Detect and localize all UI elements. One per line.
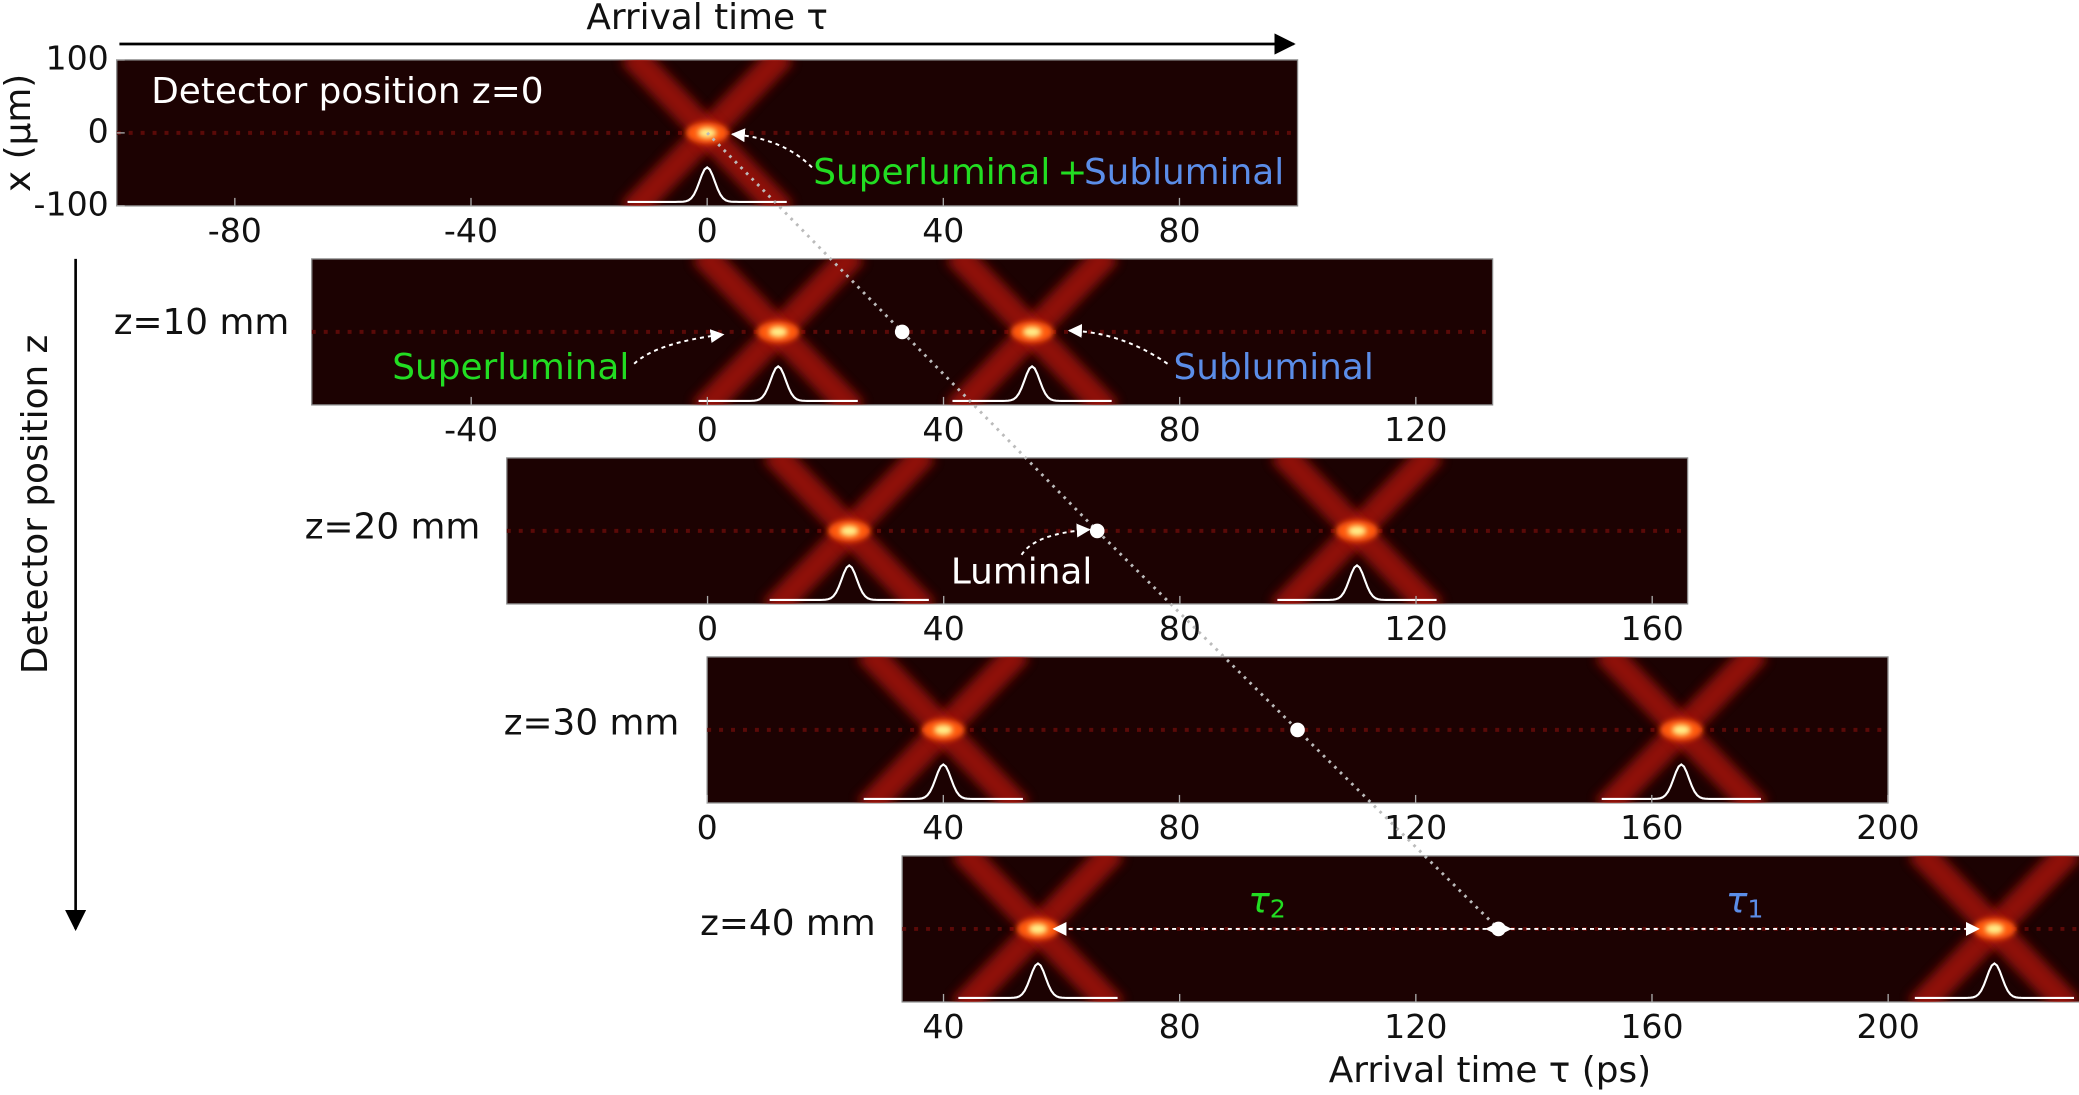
y-tick-label: -100: [34, 184, 109, 223]
x-tick-label: -40: [444, 410, 498, 449]
x-tick-label: 40: [922, 410, 964, 449]
pulse: [1270, 457, 1444, 604]
profile: [952, 365, 1112, 402]
profile: [769, 564, 929, 601]
profile: [627, 166, 787, 203]
x-tick-label: 0: [697, 609, 718, 648]
profile: [1914, 962, 2075, 999]
annotation-text: Subluminal: [1174, 347, 1374, 388]
pulse-peak: [1022, 326, 1042, 338]
panel-content: [902, 855, 2079, 1002]
annotation: Superluminal: [392, 347, 629, 388]
annotation-sub: 1: [1747, 894, 1763, 923]
panel-label: Detector position z=0: [151, 71, 543, 112]
annotation-text: τ: [1248, 880, 1270, 921]
annotation: Luminal: [951, 551, 1092, 592]
x-tick-label: 160: [1620, 1007, 1683, 1046]
profile: [958, 962, 1118, 999]
luminal-dot: [1491, 921, 1506, 937]
panel-content: [506, 457, 1688, 604]
pulse: [945, 258, 1119, 405]
annotation-text: Superluminal: [813, 152, 1050, 193]
x-tick-label: 40: [922, 808, 964, 847]
pulse: [762, 457, 936, 604]
panel-label: z=10 mm: [114, 302, 290, 343]
x-tick-label: 160: [1620, 808, 1683, 847]
annotation-text: Luminal: [951, 551, 1092, 592]
y-tick-label: 100: [45, 38, 108, 77]
annotation: τ1: [1726, 880, 1764, 923]
x-tick-label: 200: [1856, 808, 1919, 847]
x-tick-label: 160: [1621, 609, 1684, 648]
x-tick-label: 120: [1384, 609, 1447, 648]
panel-content: [311, 258, 1493, 405]
profile: [1601, 763, 1761, 800]
x-tick-label: 0: [697, 410, 718, 449]
luminal-dot: [1089, 523, 1105, 539]
profile: [1277, 564, 1437, 601]
panel-bg: [311, 258, 1494, 406]
x-tick-label: 80: [1158, 211, 1200, 250]
x-tick-label: 80: [1159, 1007, 1201, 1046]
pulse-peak: [1672, 724, 1691, 736]
pointer-arrow: [1020, 523, 1091, 556]
luminal-dot: [894, 324, 910, 340]
pointer-arrow: [730, 128, 813, 169]
y-axis-title: x (μm): [0, 74, 39, 192]
x-tick-label: 0: [697, 211, 718, 250]
x-tick-label: 80: [1159, 410, 1201, 449]
annotation-text: τ: [1726, 880, 1748, 921]
x-tick-label: 40: [922, 1007, 964, 1046]
x-tick-label: -40: [444, 211, 498, 250]
panel-label: z=30 mm: [504, 703, 680, 744]
pulse: [951, 855, 1125, 1002]
annotation: τ2: [1248, 880, 1286, 923]
annotation: Subluminal: [1174, 347, 1374, 388]
y-tick-label: 0: [88, 111, 109, 150]
pulse: [1594, 656, 1768, 803]
profile: [698, 365, 858, 402]
panel-label: z=20 mm: [305, 506, 481, 547]
pulse-peak: [934, 724, 953, 736]
pointer-arrow: [1067, 323, 1169, 365]
profile: [863, 763, 1023, 800]
panel-label: z=40 mm: [700, 903, 876, 944]
x-tick-label: -80: [208, 211, 262, 250]
pointer-arrow: [633, 329, 725, 365]
pulse-peak: [1028, 923, 1048, 935]
pulse-peak: [839, 525, 859, 537]
pulse-peak: [1347, 525, 1367, 537]
x-tick-label: 120: [1384, 1007, 1447, 1046]
x-axis-title: Arrival time τ: [586, 0, 828, 38]
pulse: [691, 258, 865, 405]
annotation: Subluminal: [1084, 152, 1284, 193]
x-tick-label: 120: [1384, 410, 1447, 449]
side-label: Detector position z: [15, 335, 56, 674]
annotation-sub: 2: [1270, 894, 1286, 923]
x-tick-label: 120: [1384, 808, 1447, 847]
pulse-peak: [768, 326, 788, 338]
annotation: +: [1057, 152, 1087, 193]
annotation-text: Subluminal: [1084, 152, 1284, 193]
pulse-peak: [1985, 923, 2004, 935]
x-tick-label: 200: [1857, 1007, 1920, 1046]
annotation-text: +: [1057, 152, 1087, 193]
pulse: [1907, 855, 2079, 1002]
x-tick-label: 80: [1158, 808, 1200, 847]
x-axis-title: Arrival time τ (ps): [1329, 1050, 1651, 1091]
pulse: [856, 656, 1030, 803]
x-tick-label: 40: [922, 211, 964, 250]
panel-bg: [506, 457, 1689, 605]
panel-content: [707, 656, 1888, 803]
x-tick-label: 40: [923, 609, 965, 648]
annotation: Superluminal: [813, 152, 1050, 193]
luminal-dot: [1290, 722, 1305, 738]
annotation-text: Superluminal: [392, 347, 629, 388]
x-tick-label: 0: [697, 808, 718, 847]
